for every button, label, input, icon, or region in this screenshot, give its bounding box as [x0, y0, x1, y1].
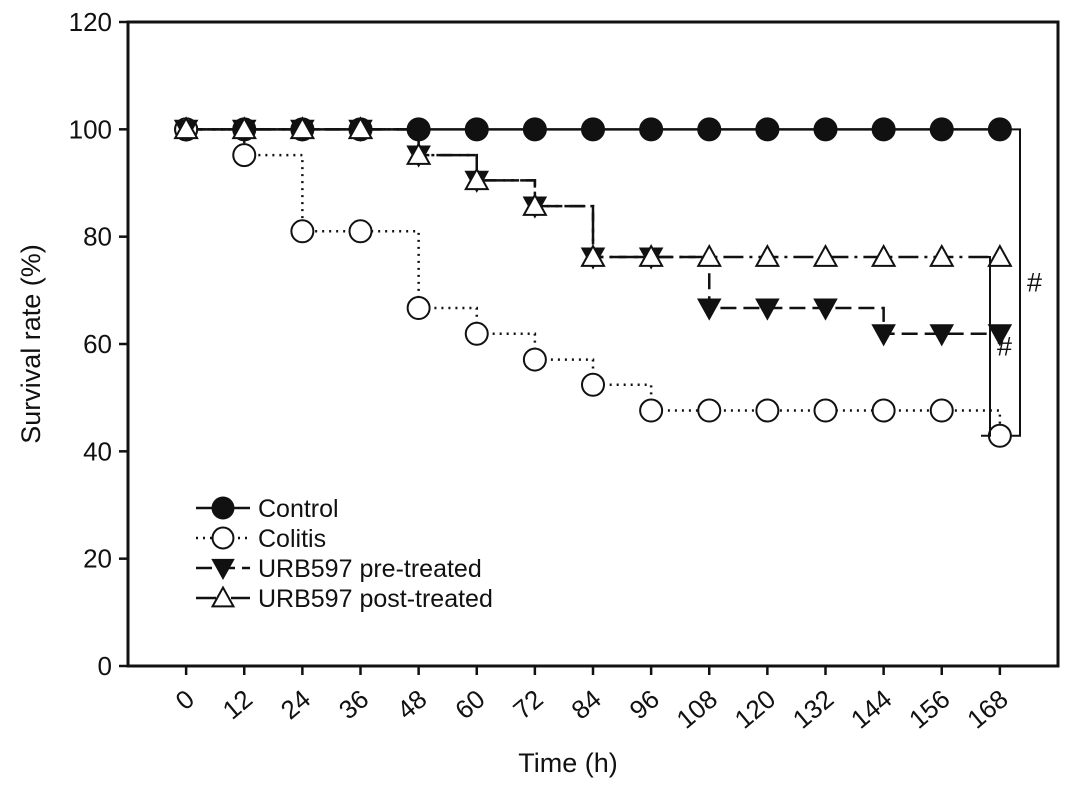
point-urb597-post-treated-60 [464, 167, 490, 191]
series-markers [173, 116, 1013, 448]
x-tick-label-0: 0 [170, 684, 200, 716]
point-urb597-pre-treated-132 [813, 298, 838, 321]
legend-marker-control [211, 496, 235, 520]
point-urb597-post-treated-96 [638, 244, 664, 267]
legend-label-urb597-post-treated: URB597 post-treated [258, 585, 493, 613]
series-line-colitis [186, 128, 1002, 436]
point-colitis-168 [987, 423, 1012, 448]
y-axis-label: Survival rate (%) [16, 244, 46, 444]
point-urb597-pre-treated-168 [987, 324, 1013, 347]
legend-label-urb597-pre-treated: URB597 pre-treated [258, 555, 482, 583]
point-control-120 [755, 117, 780, 142]
point-colitis-72 [522, 347, 547, 372]
y-tick-label-3: 60 [83, 329, 112, 359]
x-axis-label: Time (h) [518, 748, 618, 778]
point-urb597-post-treated-72 [522, 193, 548, 216]
legend-marker-urb597-post-treated [210, 585, 236, 608]
point-urb597-pre-treated-156 [929, 324, 955, 347]
x-axis: 0 12 24 36 48 60 72 84 96 108 120 132 144 156 168 [170, 666, 1014, 734]
x-tick-label-7: 84 [565, 684, 606, 726]
point-control-60 [464, 117, 489, 142]
legend-marker-urb597-pre-treated [211, 558, 235, 580]
point-colitis-120 [755, 398, 780, 423]
point-control-48 [406, 117, 431, 142]
point-colitis-84 [581, 372, 605, 397]
point-urb597-post-treated-144 [870, 244, 897, 267]
point-control-96 [639, 117, 664, 142]
y-tick-label-0: 0 [98, 651, 112, 681]
legend-marker-colitis [211, 526, 235, 550]
point-control-144 [871, 117, 896, 142]
x-tick-label-4: 48 [391, 684, 432, 726]
y-tick-label-2: 40 [83, 436, 112, 466]
x-tick-label-2: 24 [275, 684, 316, 726]
point-urb597-post-treated-132 [812, 244, 839, 267]
point-control-168 [987, 117, 1012, 142]
point-urb597-post-treated-120 [754, 244, 781, 267]
point-colitis-36 [348, 219, 373, 244]
x-tick-label-5: 60 [449, 684, 490, 726]
legend-label-control: Control [258, 495, 339, 523]
point-control-132 [813, 117, 838, 142]
legend-label-colitis: Colitis [258, 525, 326, 553]
y-tick-label-4: 80 [83, 222, 112, 252]
x-tick-label-14: 168 [961, 684, 1014, 735]
y-tick-label-1: 20 [83, 544, 112, 574]
y-tick-label-5: 100 [69, 114, 112, 144]
point-colitis-108 [697, 398, 722, 423]
point-colitis-24 [290, 219, 315, 244]
point-urb597-post-treated-36 [347, 116, 374, 140]
significance-label-1: # [1027, 268, 1042, 298]
significance-label-0: # [997, 331, 1012, 361]
x-tick-label-6: 72 [507, 684, 548, 726]
x-tick-label-8: 96 [624, 684, 665, 726]
significance-bracket-1 [1011, 128, 1021, 437]
x-tick-label-9: 108 [671, 684, 724, 735]
point-urb597-post-treated-168 [987, 244, 1013, 267]
point-colitis-144 [871, 398, 896, 423]
x-tick-label-10: 120 [729, 684, 782, 735]
point-control-108 [697, 117, 722, 142]
point-colitis-60 [464, 321, 489, 346]
point-urb597-post-treated-48 [405, 142, 432, 165]
y-tick-label-6: 120 [69, 7, 112, 37]
point-urb597-post-treated-108 [696, 244, 722, 267]
x-tick-label-12: 144 [845, 684, 898, 735]
significance-bracket-0 [981, 256, 991, 437]
point-urb597-pre-treated-108 [696, 298, 722, 321]
point-control-156 [929, 117, 954, 142]
point-urb597-post-treated-156 [929, 244, 955, 267]
significance-annotations: ## [981, 128, 1042, 437]
point-colitis-132 [813, 398, 838, 423]
point-control-84 [581, 117, 605, 142]
y-axis: 0 20 40 60 80 100 120 [69, 7, 128, 681]
point-urb597-post-treated-24 [289, 116, 316, 140]
point-control-72 [522, 117, 547, 142]
point-urb597-post-treated-12 [231, 116, 257, 140]
point-colitis-48 [406, 296, 431, 321]
point-colitis-96 [639, 398, 664, 423]
x-tick-label-1: 12 [217, 684, 258, 726]
x-tick-label-13: 156 [903, 684, 956, 735]
point-urb597-post-treated-84 [580, 244, 606, 267]
x-tick-label-3: 36 [333, 684, 374, 726]
point-colitis-156 [929, 398, 954, 423]
point-urb597-pre-treated-144 [871, 324, 896, 347]
x-tick-label-11: 132 [787, 684, 840, 735]
point-urb597-post-treated-0 [173, 116, 199, 140]
point-urb597-pre-treated-120 [755, 298, 780, 321]
point-colitis-12 [232, 143, 257, 168]
